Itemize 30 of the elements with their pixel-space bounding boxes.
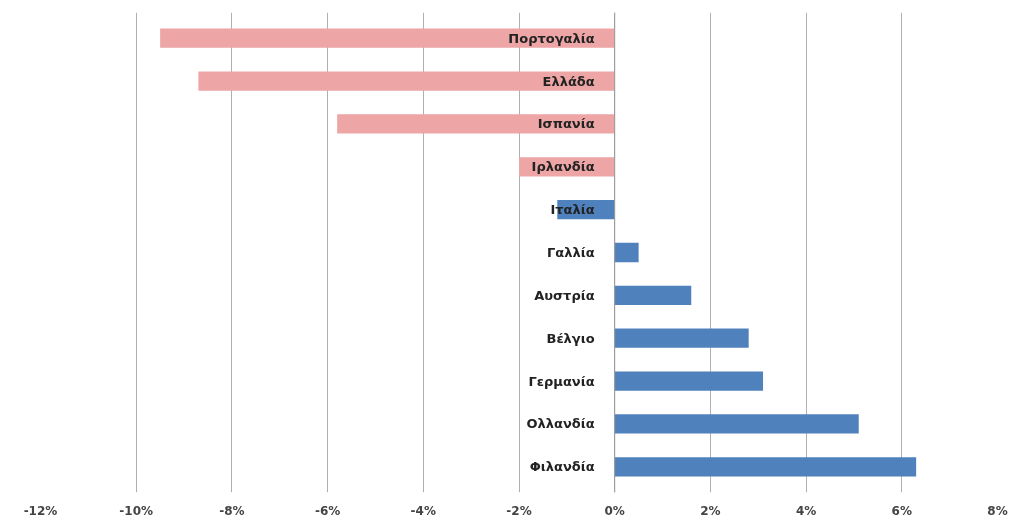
y-tick-label: Βέλγιο [546, 330, 595, 346]
bar [614, 371, 764, 391]
x-tick-label: 6% [891, 503, 912, 518]
y-tick-label: Αυστρία [534, 287, 595, 303]
x-tick-label: -4% [410, 503, 436, 518]
x-tick-label: -12% [23, 503, 58, 518]
bar [614, 242, 639, 263]
bar [198, 71, 615, 91]
bar [614, 328, 749, 348]
x-tick-label: 8% [987, 503, 1008, 518]
bar [614, 457, 917, 477]
y-tick-label: Ελλάδα [542, 73, 595, 89]
bar [614, 414, 859, 434]
bar [614, 285, 692, 305]
x-tick-label: 0% [604, 503, 625, 518]
x-tick-label: 4% [795, 503, 817, 518]
y-tick-label: Ιρλανδία [531, 159, 595, 175]
y-tick-label: Γαλλία [547, 245, 595, 260]
y-tick-label: Γερμανία [528, 373, 595, 389]
bar [337, 114, 615, 134]
x-tick-label: -2% [506, 503, 532, 518]
x-tick-label: -10% [119, 503, 154, 518]
bar [160, 28, 615, 48]
y-tick-label: Ισπανία [537, 116, 595, 132]
y-tick-label: Πορτογαλία [508, 30, 595, 46]
x-tick-label: 2% [700, 503, 721, 518]
x-tick-label: -6% [314, 503, 341, 518]
y-tick-label: Ολλανδία [526, 416, 595, 432]
y-tick-label: Φιλανδία [529, 459, 595, 475]
x-tick-label: -8% [219, 503, 245, 518]
